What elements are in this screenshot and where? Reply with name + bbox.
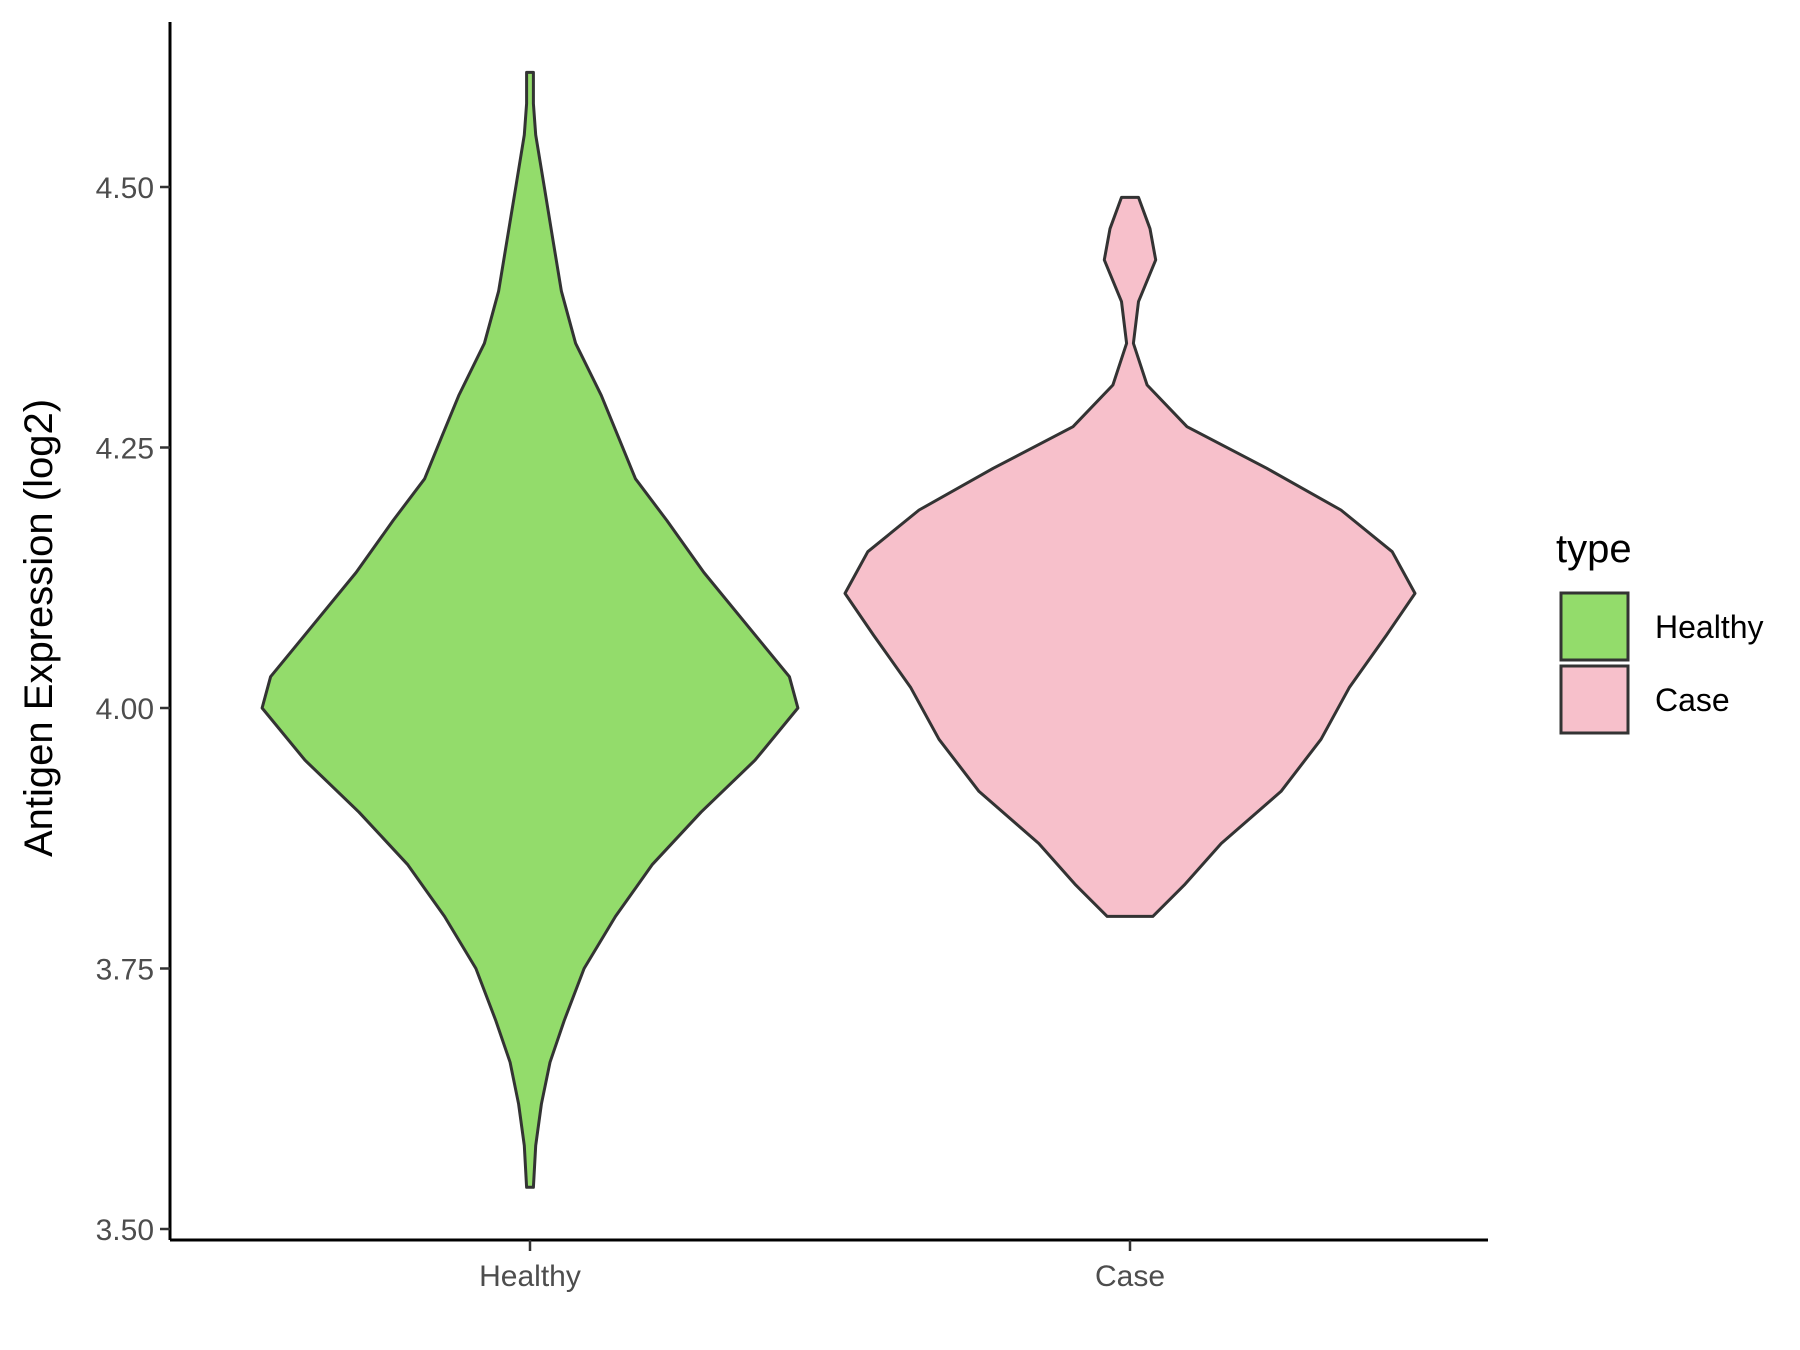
violin-layer: [260, 70, 1417, 1189]
legend: type Healthy Case: [1556, 527, 1764, 735]
violin-healthy: [260, 70, 800, 1189]
y-tick-label: 4.25: [96, 433, 154, 466]
legend-key-healthy: [1559, 591, 1630, 662]
y-axis-title: Antigen Expression (log2): [17, 399, 61, 857]
x-tick-label: Healthy: [479, 1260, 581, 1293]
x-tick-label: Case: [1095, 1260, 1165, 1293]
violin-case: [843, 195, 1417, 918]
legend-label: Healthy: [1655, 609, 1764, 645]
y-tick-label: 3.50: [96, 1214, 154, 1247]
y-axis: 3.50 3.75 4.00 4.25 4.50: [96, 22, 172, 1247]
y-tick-label: 4.00: [96, 693, 154, 726]
x-axis: Healthy Case: [170, 1238, 1488, 1293]
y-tick-label: 4.50: [96, 172, 154, 205]
legend-label: Case: [1655, 682, 1730, 718]
legend-title: type: [1556, 527, 1632, 571]
legend-key-case: [1559, 664, 1630, 735]
y-tick-label: 3.75: [96, 954, 154, 987]
